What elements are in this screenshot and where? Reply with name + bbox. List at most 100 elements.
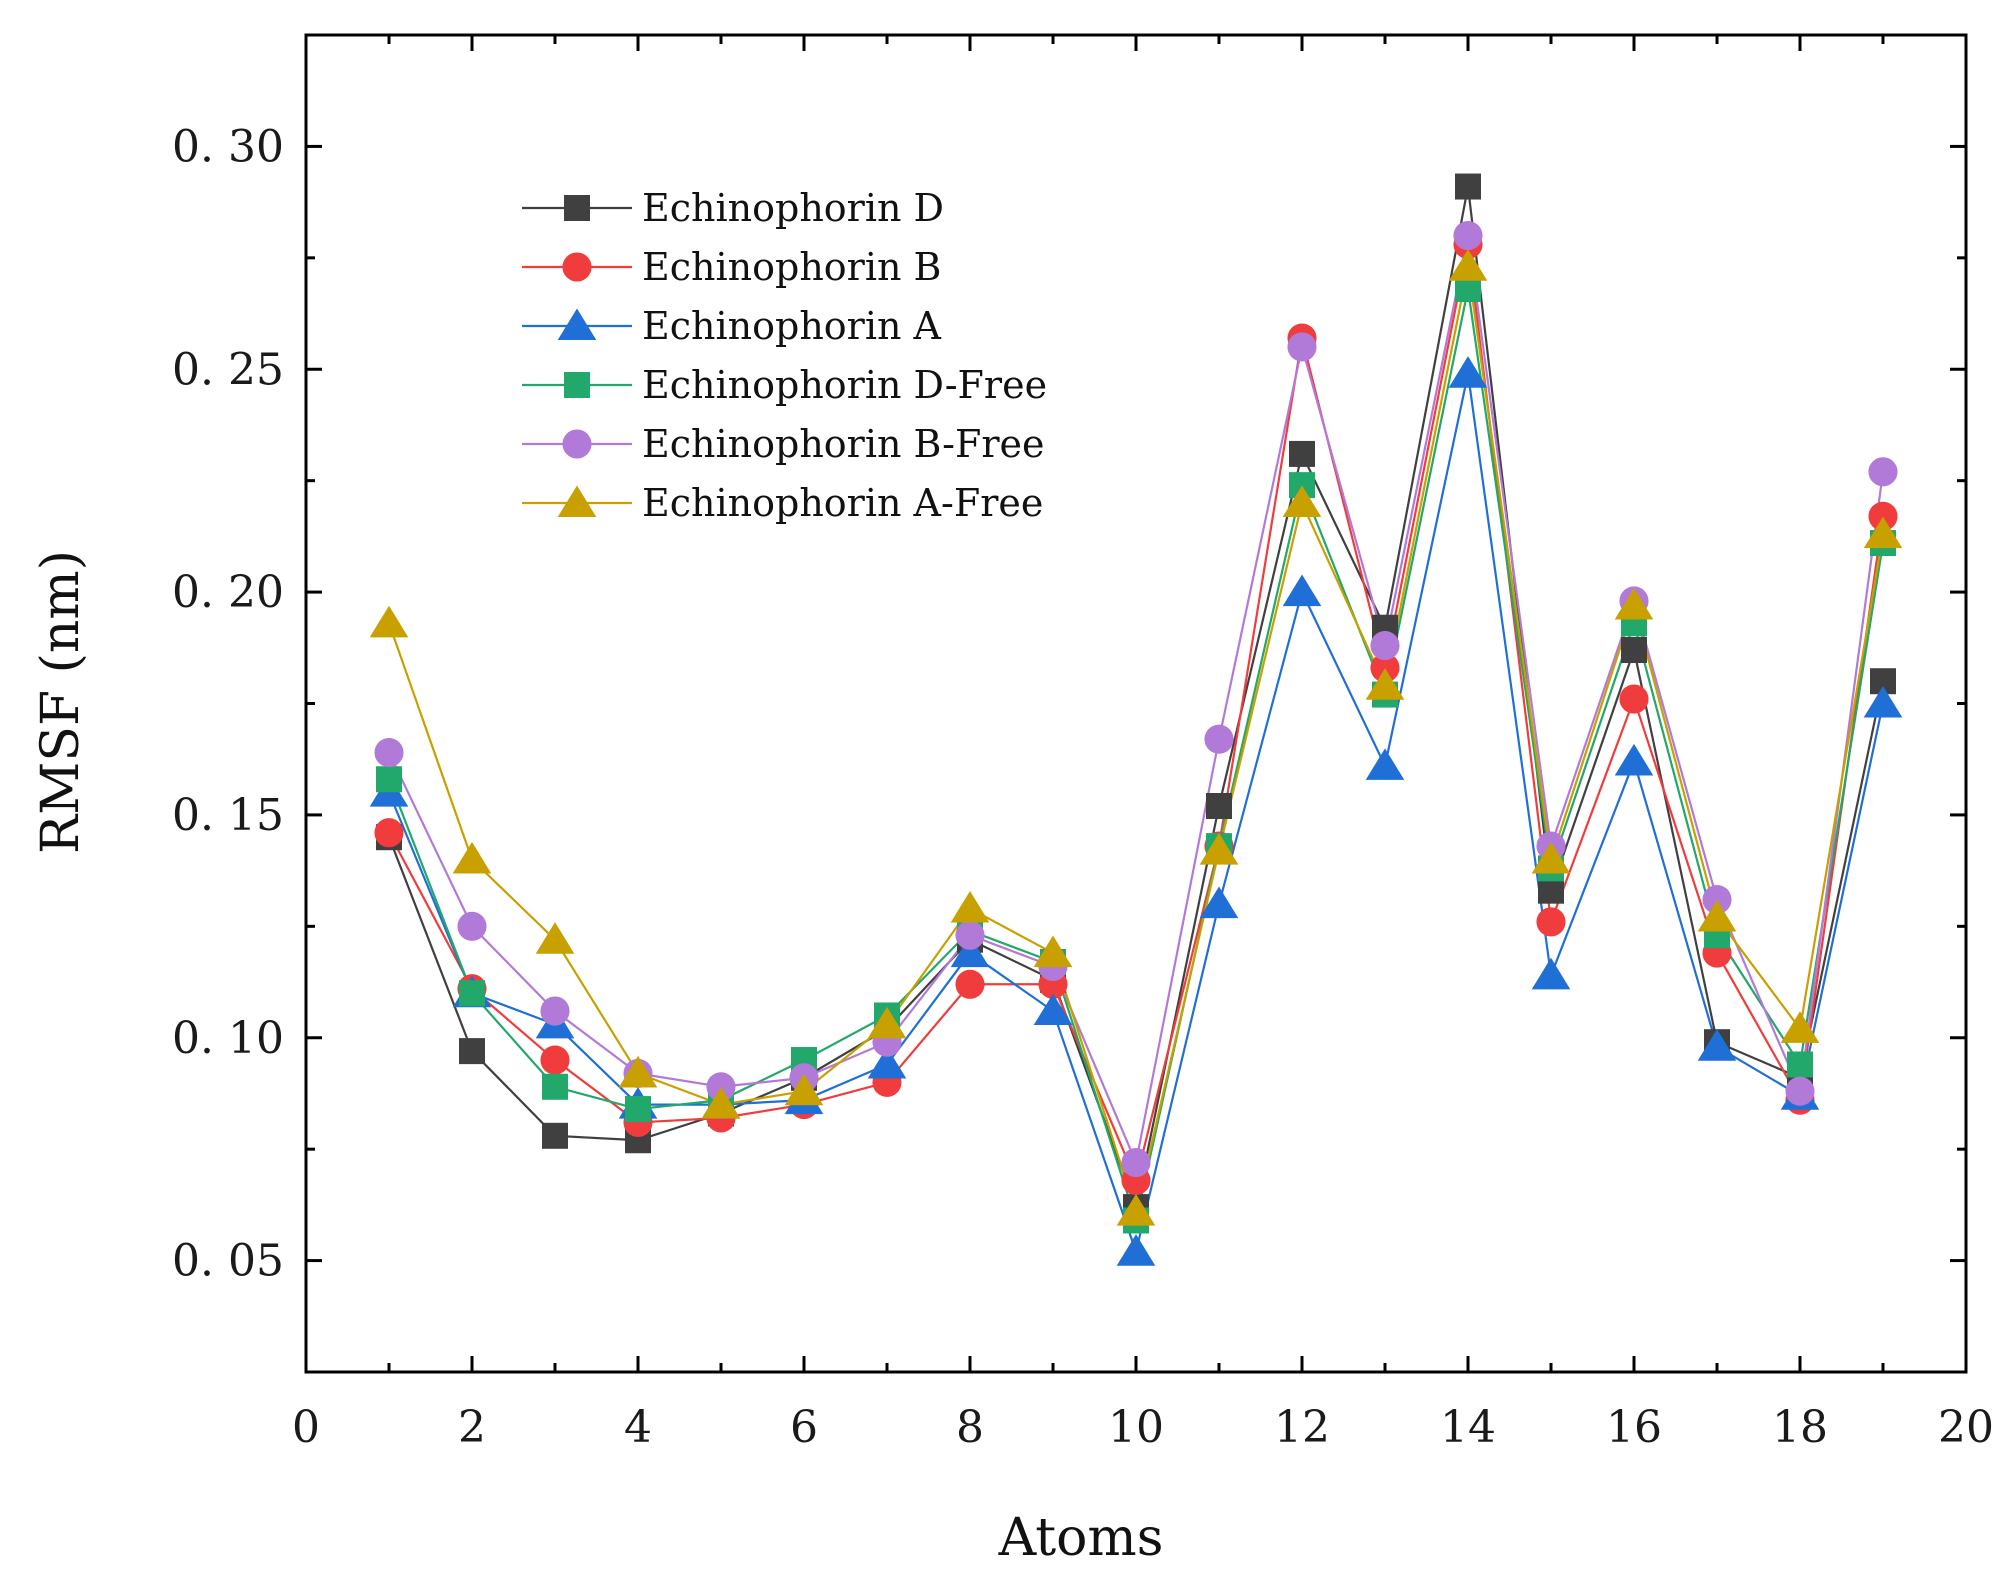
data-point [1116,1194,1156,1226]
data-point [1199,833,1239,865]
data-point [1455,173,1481,200]
legend-label: Echinophorin B-Free [642,422,1045,466]
data-point [452,841,492,874]
data-point [1287,332,1317,362]
legend-marker [564,195,590,221]
data-point [457,911,487,941]
data-point [1282,485,1322,517]
y-tick-label: 0. 05 [172,1236,284,1287]
y-tick-label: 0. 25 [172,344,284,395]
series-6-points [369,249,1903,1226]
data-point [706,1072,736,1102]
series-line-6 [387,266,1885,1216]
data-point [1121,1147,1151,1178]
data-point [1531,957,1571,990]
data-point [540,996,570,1026]
series-5-points [374,220,1898,1178]
x-tick-label: 12 [1274,1402,1330,1453]
x-tick-label: 18 [1772,1402,1828,1453]
data-point [784,1073,824,1106]
data-point [1868,457,1898,487]
legend-label: Echinophorin D-Free [642,363,1047,407]
data-point [1536,907,1566,937]
data-point [459,980,485,1007]
data-point [374,737,404,768]
legend-marker [564,372,590,398]
legend-label: Echinophorin A-Free [642,481,1043,525]
data-point [369,605,409,638]
data-point [1282,574,1322,607]
data-point [1614,743,1654,776]
data-point [1614,587,1654,620]
data-point [1116,1234,1156,1266]
data-point [1199,886,1239,919]
x-tick-label: 4 [624,1402,652,1453]
data-point [1448,356,1488,388]
y-axis-title: RMSF (nm) [31,550,91,854]
data-point [950,890,990,923]
series-lines [387,186,1885,1256]
data-point [1289,440,1315,467]
legend-marker [557,485,597,518]
legend-marker [562,252,592,282]
data-point [1619,684,1649,714]
data-point [1033,993,1073,1026]
data-point [535,922,575,954]
legend-label: Echinophorin B [642,245,941,289]
legend-label: Echinophorin A [642,304,942,348]
x-tick-label: 10 [1108,1402,1164,1453]
data-point [955,969,985,999]
x-tick-label: 16 [1606,1402,1662,1453]
data-point [701,1087,741,1119]
data-point [1365,748,1405,780]
data-point [1697,899,1737,932]
y-axis: 0. 05 0. 10 0. 15 0. 20 0. 25 0. 30 [172,121,1966,1287]
data-point [1780,1011,1820,1043]
data-point [1863,516,1903,549]
legend: Echinophorin D Echinophorin B Echinophorin… [522,186,1047,525]
data-point [1538,877,1564,904]
x-tick-label: 8 [956,1402,984,1453]
data-point [1448,249,1488,281]
data-point [376,766,402,793]
x-axis: 0 2 4 6 8 10 12 14 16 18 20 [292,35,1994,1453]
data-point [1621,637,1647,664]
data-point [1365,668,1405,700]
data-point [459,1038,485,1065]
series-1-points [376,173,1896,1221]
data-point [1033,935,1073,968]
data-point [867,1046,907,1079]
data-point [540,1045,570,1075]
series-3-points [369,356,1903,1266]
x-tick-label: 2 [458,1402,486,1453]
legend-marker [562,429,592,459]
series-2-points [374,229,1898,1195]
data-point [1204,724,1234,754]
data-point [1453,220,1483,251]
data-point [867,1006,907,1039]
data-point [542,1073,568,1100]
y-tick-label: 0. 10 [172,1013,284,1064]
series-line-3 [387,373,1885,1256]
data-point [950,935,990,968]
x-tick-label: 0 [292,1402,320,1453]
data-point [1868,501,1898,531]
data-point [542,1122,568,1149]
data-point [1702,885,1732,915]
y-tick-label: 0. 30 [172,121,284,172]
data-point [1370,653,1400,683]
x-tick-label: 14 [1440,1402,1496,1453]
data-point [625,1096,651,1123]
data-point [1785,1076,1815,1106]
x-tick-label: 6 [790,1402,818,1453]
data-point [1787,1051,1813,1078]
data-point [1697,1029,1737,1061]
data-point [1370,631,1400,661]
legend-marker [557,308,597,341]
data-point [618,1055,658,1088]
x-tick-label: 20 [1938,1402,1994,1453]
data-point [374,818,404,848]
data-point [1206,793,1232,820]
y-tick-label: 0. 15 [172,790,284,841]
